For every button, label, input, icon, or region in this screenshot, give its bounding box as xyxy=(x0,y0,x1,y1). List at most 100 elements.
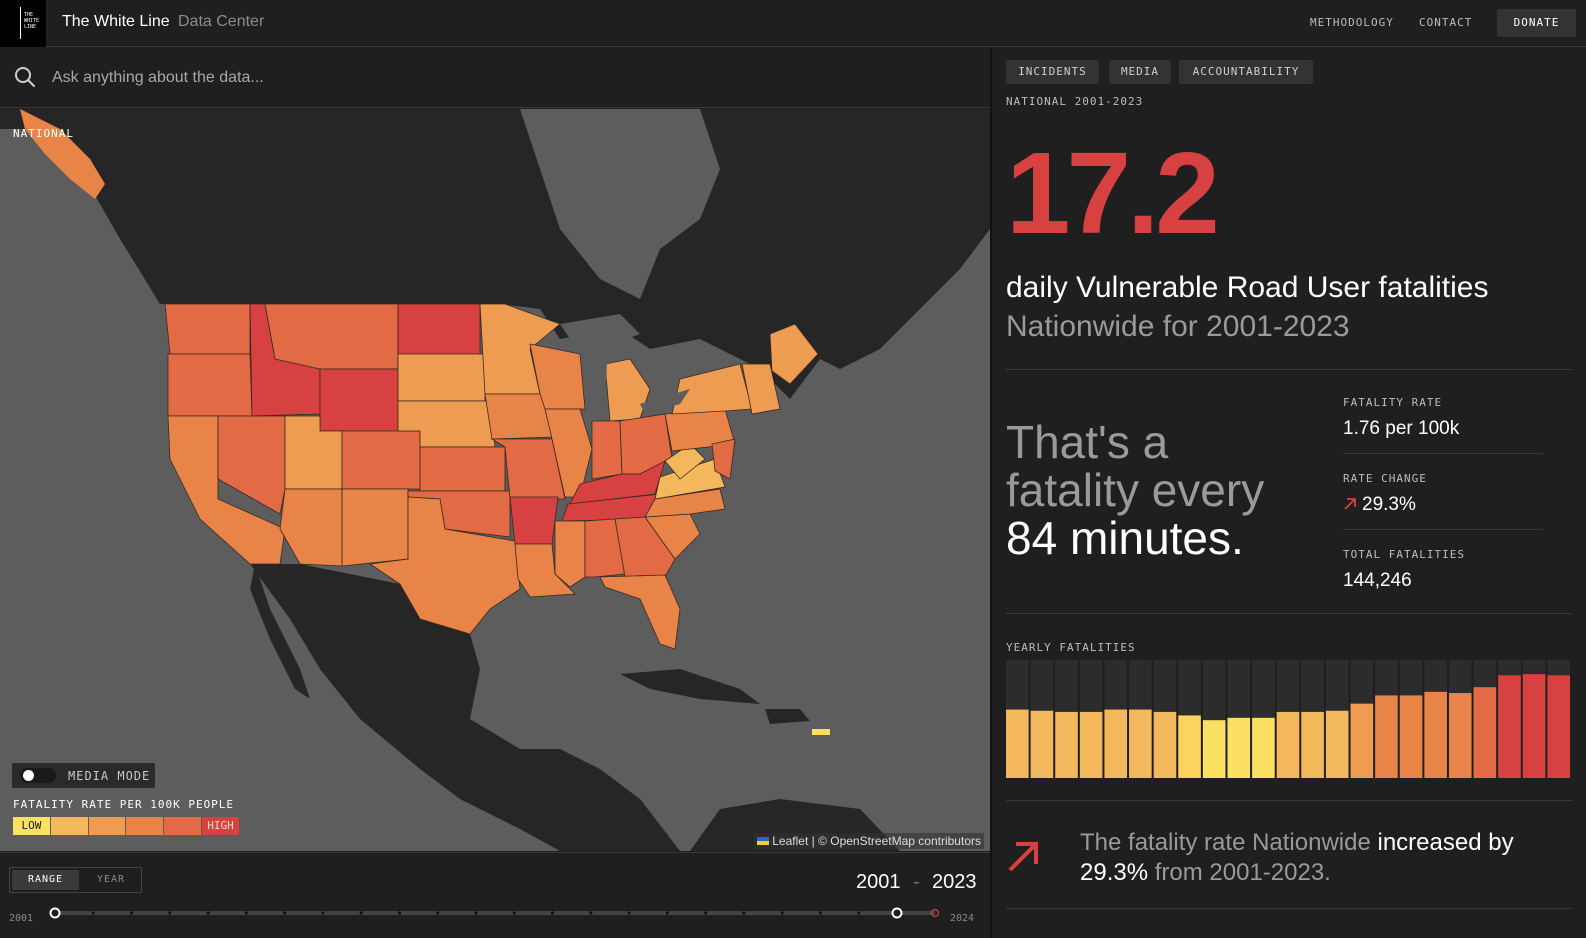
donate-button[interactable]: DONATE xyxy=(1497,9,1576,37)
summary-lead: The fatality rate Nationwide xyxy=(1080,829,1378,856)
slider-start-handle[interactable] xyxy=(49,907,61,919)
map-view[interactable]: NATIONAL MEDIA MODE FATALITY RATE PER 10… xyxy=(0,109,990,851)
year-range-slider[interactable] xyxy=(0,903,990,923)
stats-panel: INCIDENTS MEDIA ACCOUNTABILITY NATIONAL … xyxy=(992,48,1586,938)
legend-swatch-high: HIGH xyxy=(202,817,239,835)
yearly-fatalities-chart[interactable] xyxy=(1006,660,1572,778)
bar-2013[interactable] xyxy=(1301,711,1324,778)
map-attribution: Leaflet | © OpenStreetMap contributors xyxy=(754,833,984,849)
bar-2002[interactable] xyxy=(1030,710,1054,778)
state-new-york xyxy=(671,363,753,415)
slider-tick xyxy=(283,911,287,915)
summary-highlight: increased by 29.3% xyxy=(1080,829,1514,886)
land-hispaniola xyxy=(765,709,810,724)
bar-2020[interactable] xyxy=(1473,687,1497,778)
range-mode-button[interactable]: RANGE xyxy=(12,870,79,890)
bar-2017[interactable] xyxy=(1399,695,1423,778)
land-puerto-rico xyxy=(812,729,830,735)
bar-2016[interactable] xyxy=(1375,695,1398,778)
tab-media[interactable]: MEDIA xyxy=(1109,60,1171,84)
bar-2008[interactable] xyxy=(1178,715,1201,778)
slider-tick xyxy=(550,911,555,915)
slider-tick xyxy=(704,911,708,915)
bar-2006[interactable] xyxy=(1129,709,1152,778)
fatality-frequency-text: That's a fatality every 84 minutes. xyxy=(1006,418,1306,562)
state-wyoming xyxy=(319,368,399,432)
tab-incidents[interactable]: INCIDENTS xyxy=(1006,60,1099,84)
slider-tick xyxy=(397,911,402,915)
bar-2012[interactable] xyxy=(1276,711,1300,778)
slider-tick xyxy=(168,911,172,915)
rate-change-value: 29.3% xyxy=(1362,494,1416,515)
section-divider xyxy=(1006,613,1572,614)
bar-2009[interactable] xyxy=(1202,720,1226,778)
state-kansas xyxy=(419,446,506,492)
timeline-controls: RANGE YEAR 2001 - 2023 2001 2024 xyxy=(0,852,990,938)
state-north-dakota xyxy=(397,303,481,355)
land-alaska-panhandle xyxy=(20,109,105,199)
slider-tick xyxy=(512,911,516,915)
slider-ticks xyxy=(91,911,899,915)
slider-end-handle[interactable] xyxy=(891,907,903,919)
range-end-year: 2023 xyxy=(932,871,977,893)
ukraine-flag-icon xyxy=(757,837,770,845)
bar-2021[interactable] xyxy=(1498,675,1521,778)
search-input[interactable] xyxy=(52,66,952,90)
bar-2004[interactable] xyxy=(1079,711,1103,778)
state-oregon xyxy=(167,353,253,417)
site-logo[interactable]: THE WHITE LINE xyxy=(0,0,46,47)
bar-2023[interactable] xyxy=(1547,675,1570,778)
legend-swatch-low: LOW xyxy=(13,817,50,835)
slider-tick xyxy=(359,911,363,915)
bar-2022[interactable] xyxy=(1522,674,1546,778)
map-canvas[interactable] xyxy=(0,109,990,851)
rate-change-label: RATE CHANGE xyxy=(1343,472,1427,485)
media-mode-switch[interactable] xyxy=(20,768,56,783)
state-florida xyxy=(599,574,681,650)
state-mississippi xyxy=(554,520,586,588)
attribution-text: | © OpenStreetMap contributors xyxy=(808,834,981,848)
bar-2010[interactable] xyxy=(1227,717,1251,778)
state-louisiana xyxy=(514,543,576,598)
slider-tick xyxy=(206,911,210,915)
slider-min-label: 2001 xyxy=(9,913,34,924)
slider-end-marker xyxy=(930,908,940,918)
year-mode-button[interactable]: YEAR xyxy=(96,874,126,885)
legend-title: FATALITY RATE PER 100K PEOPLE xyxy=(13,798,235,811)
media-mode-toggle[interactable]: MEDIA MODE xyxy=(12,763,155,788)
brand-title[interactable]: The White Line xyxy=(62,13,170,30)
slider-tick xyxy=(665,911,669,915)
stat-divider xyxy=(1343,529,1543,530)
state-georgia xyxy=(614,516,676,578)
state-nevada xyxy=(217,415,286,515)
bar-2001[interactable] xyxy=(1006,709,1029,778)
nav-methodology-link[interactable]: METHODOLOGY xyxy=(1310,16,1394,29)
arrow-up-right-icon xyxy=(1008,842,1038,872)
nav-contact-link[interactable]: CONTACT xyxy=(1419,16,1473,29)
land-cuba xyxy=(620,669,760,704)
tagline-highlight: 84 minutes. xyxy=(1006,512,1244,564)
logo-text: THE WHITE LINE xyxy=(24,12,40,30)
scope-label: NATIONAL 2001-2023 xyxy=(1006,95,1144,108)
water-hudson-bay xyxy=(520,109,720,299)
bar-2003[interactable] xyxy=(1055,711,1078,778)
bar-2018[interactable] xyxy=(1424,691,1447,778)
fatality-rate-value: 1.76 per 100k xyxy=(1343,418,1460,439)
slider-tick xyxy=(129,911,134,915)
leaflet-link[interactable]: Leaflet xyxy=(772,834,809,848)
fatality-rate-label: FATALITY RATE xyxy=(1343,396,1443,409)
tab-accountability[interactable]: ACCOUNTABILITY xyxy=(1179,60,1313,84)
section-divider xyxy=(1006,800,1572,801)
bar-2015[interactable] xyxy=(1350,703,1374,778)
us-states[interactable] xyxy=(164,303,819,650)
bar-2019[interactable] xyxy=(1448,693,1472,778)
headline: daily Vulnerable Road User fatalities xyxy=(1006,271,1489,304)
rate-change-value-wrap: 29.3% xyxy=(1343,494,1416,516)
bar-2005[interactable] xyxy=(1104,709,1128,778)
bar-2007[interactable] xyxy=(1153,711,1177,778)
slider-tick xyxy=(742,911,746,915)
state-alabama xyxy=(584,518,626,578)
bar-2014[interactable] xyxy=(1325,710,1349,778)
land-baja xyxy=(250,564,310,699)
bar-2011[interactable] xyxy=(1252,717,1275,778)
